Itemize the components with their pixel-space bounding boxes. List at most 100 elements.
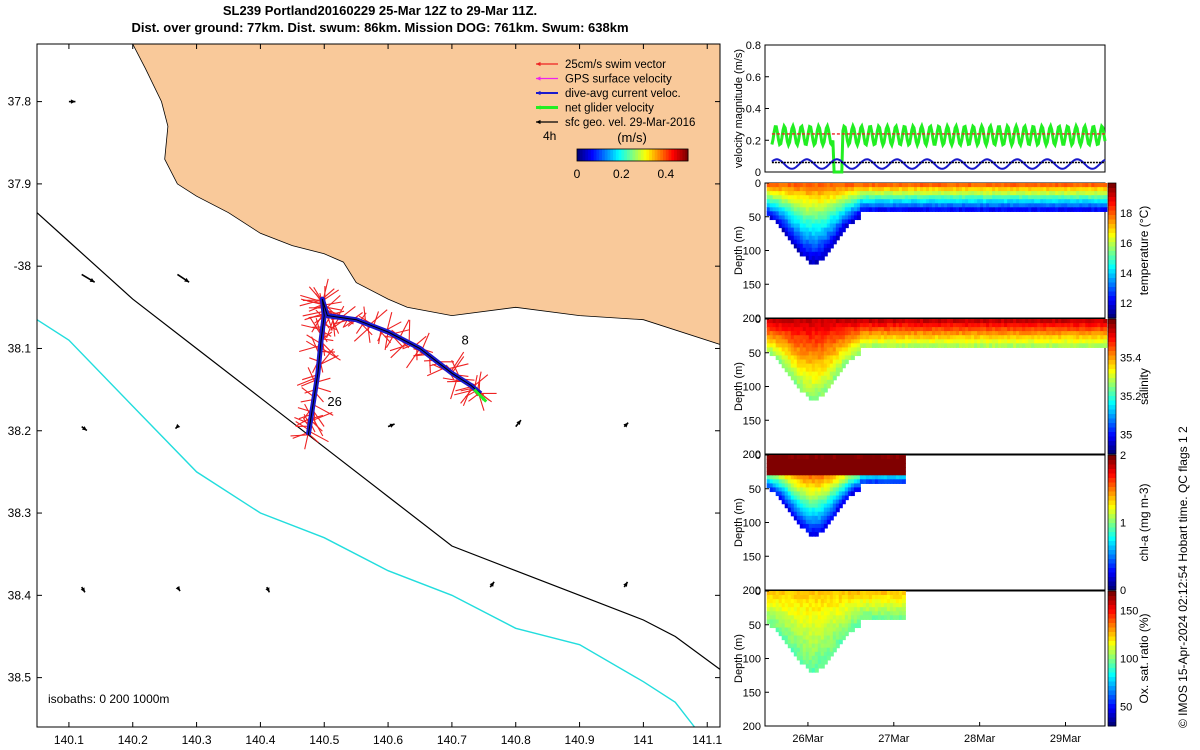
profile-cell [790,479,795,484]
profile-cell [823,343,828,348]
profile-cell [841,487,846,493]
profile-cell [799,199,804,204]
profile-cell [883,591,888,596]
profile-cell [986,199,991,204]
profile-cell [853,479,858,484]
profile-cell [974,331,979,336]
profile-cell [793,607,798,612]
profile-colorbar-swatch [1108,595,1116,601]
profile-cell [838,363,843,369]
profile-cell [826,611,831,616]
profile-cell [962,323,966,328]
profile-cell [808,255,813,261]
profile-cell [1100,327,1105,332]
profile-cell [784,343,789,348]
profile-cell [796,639,801,645]
profile-cell [995,203,1000,208]
profile-cell [805,219,810,225]
profile-cell [947,343,951,348]
profile-cell [847,327,852,332]
profile-cell [787,347,792,353]
profile-cell [877,459,882,464]
profile-cell [974,207,979,212]
profile-cell [841,327,846,332]
profile-cell [805,607,810,612]
profile-cell [802,651,807,657]
profile-cell [817,663,822,669]
profile-cell [805,483,810,489]
profile-cell [901,603,906,608]
profile-cell [805,247,810,253]
profile-cell [814,351,819,357]
geo-vel-arrow-head [81,426,87,431]
profile-cell [835,487,840,493]
profile-colorbar-label: Ox. sat. ratio (%) [1137,613,1151,703]
profile-cell [814,251,819,257]
profile-cell [898,199,903,204]
profile-cell [1082,183,1087,188]
profile-cell [1079,187,1084,192]
profile-cell [1043,191,1048,196]
profile-cell [1028,203,1033,208]
profile-cell [850,319,855,324]
profile-cell [817,595,822,600]
profile-cell [1094,343,1099,348]
profile-cell [847,183,852,188]
profile-cell [862,607,867,612]
profile-cell [805,331,810,336]
profile-cell [871,455,876,460]
profile-cell [808,187,813,192]
profile-colorbar-swatch [1108,192,1116,197]
profile-cell [832,215,837,221]
profile-cell [850,467,855,472]
profile-cell [1049,199,1054,204]
profile-cell [950,343,954,348]
profile-cell [790,187,795,192]
profile-cell [904,187,909,192]
profile-cell [829,643,834,649]
profile-cell [850,183,855,188]
profile-cell [793,235,798,241]
profile-cell [835,631,840,637]
profile-cell [811,327,816,332]
profile-cell [862,603,867,608]
profile-cell [808,619,813,625]
profile-cell [787,235,792,241]
profile-cell [826,647,831,653]
profile-cell [877,183,882,188]
profile-cell [772,591,777,596]
profile-cell [817,383,822,389]
profile-cell [1037,207,1042,212]
profile-cell [775,627,780,633]
profile-cell [781,631,786,637]
profile-cell [796,515,801,521]
profile-cell [775,339,780,344]
profile-cell [974,343,979,348]
profile-cell [892,595,897,600]
profile-cell [886,207,891,212]
profile-colorbar-swatch [1108,563,1116,568]
profile-cell [901,595,906,600]
geo-vel-arrow-head [623,581,628,587]
profile-cell [838,603,843,608]
profile-cell [1016,199,1021,204]
colorbar-swatch [593,149,597,161]
profile-cell [938,339,942,344]
profile-cell [805,335,810,340]
profile-cell [808,523,813,529]
profile-cell [1025,331,1030,336]
profile-cell [956,183,960,188]
profile-cell [974,191,979,196]
profile-cell [980,323,985,328]
profile-cell [1073,327,1078,332]
profile-cell [820,619,825,625]
profile-cell [865,323,870,328]
profile-cell [920,203,924,208]
profile-cell [778,183,783,188]
profile-cell [838,191,843,196]
profile-cell [838,619,843,625]
profile-cell [889,187,894,192]
profile-cell [802,643,807,649]
profile-cell [898,607,903,612]
profile-cell [805,511,810,517]
